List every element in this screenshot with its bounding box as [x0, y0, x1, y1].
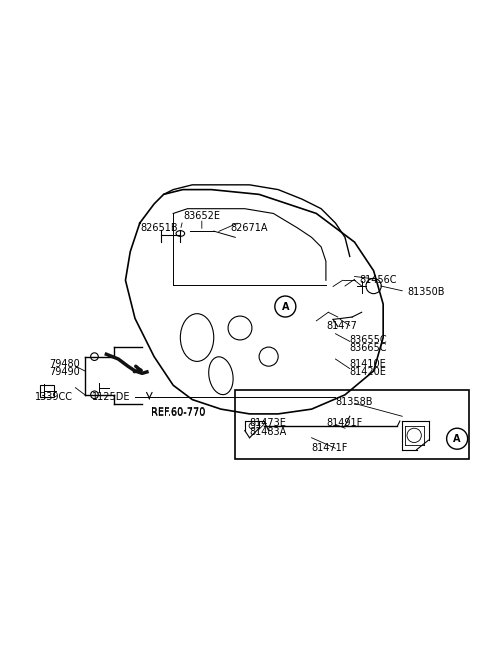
Text: REF.60-770: REF.60-770 — [151, 407, 205, 417]
Text: 81491F: 81491F — [326, 419, 362, 428]
Text: 81473E: 81473E — [250, 419, 287, 428]
Text: REF.60-770: REF.60-770 — [151, 408, 205, 418]
Text: A: A — [454, 434, 461, 443]
Text: 83652E: 83652E — [183, 211, 220, 221]
Text: 81350B: 81350B — [407, 287, 444, 297]
Text: 81420E: 81420E — [350, 367, 386, 377]
Text: A: A — [282, 302, 289, 312]
Text: 82651B: 82651B — [140, 223, 178, 233]
Text: 83665C: 83665C — [350, 343, 387, 353]
Bar — [235, 390, 469, 459]
Text: 81410E: 81410E — [350, 359, 386, 369]
Text: 79490: 79490 — [49, 367, 80, 377]
Text: 81471F: 81471F — [312, 443, 348, 453]
Text: 81483A: 81483A — [250, 426, 287, 436]
Text: 79480: 79480 — [49, 359, 80, 369]
Text: 82671A: 82671A — [231, 223, 268, 233]
Text: 83655C: 83655C — [350, 335, 387, 345]
Text: 81358B: 81358B — [336, 397, 373, 407]
Text: 81456C: 81456C — [360, 276, 397, 285]
Text: 1339CC: 1339CC — [35, 392, 73, 402]
Text: 81477: 81477 — [326, 321, 357, 331]
Text: 1125DE: 1125DE — [92, 392, 131, 402]
Bar — [39, 385, 54, 397]
